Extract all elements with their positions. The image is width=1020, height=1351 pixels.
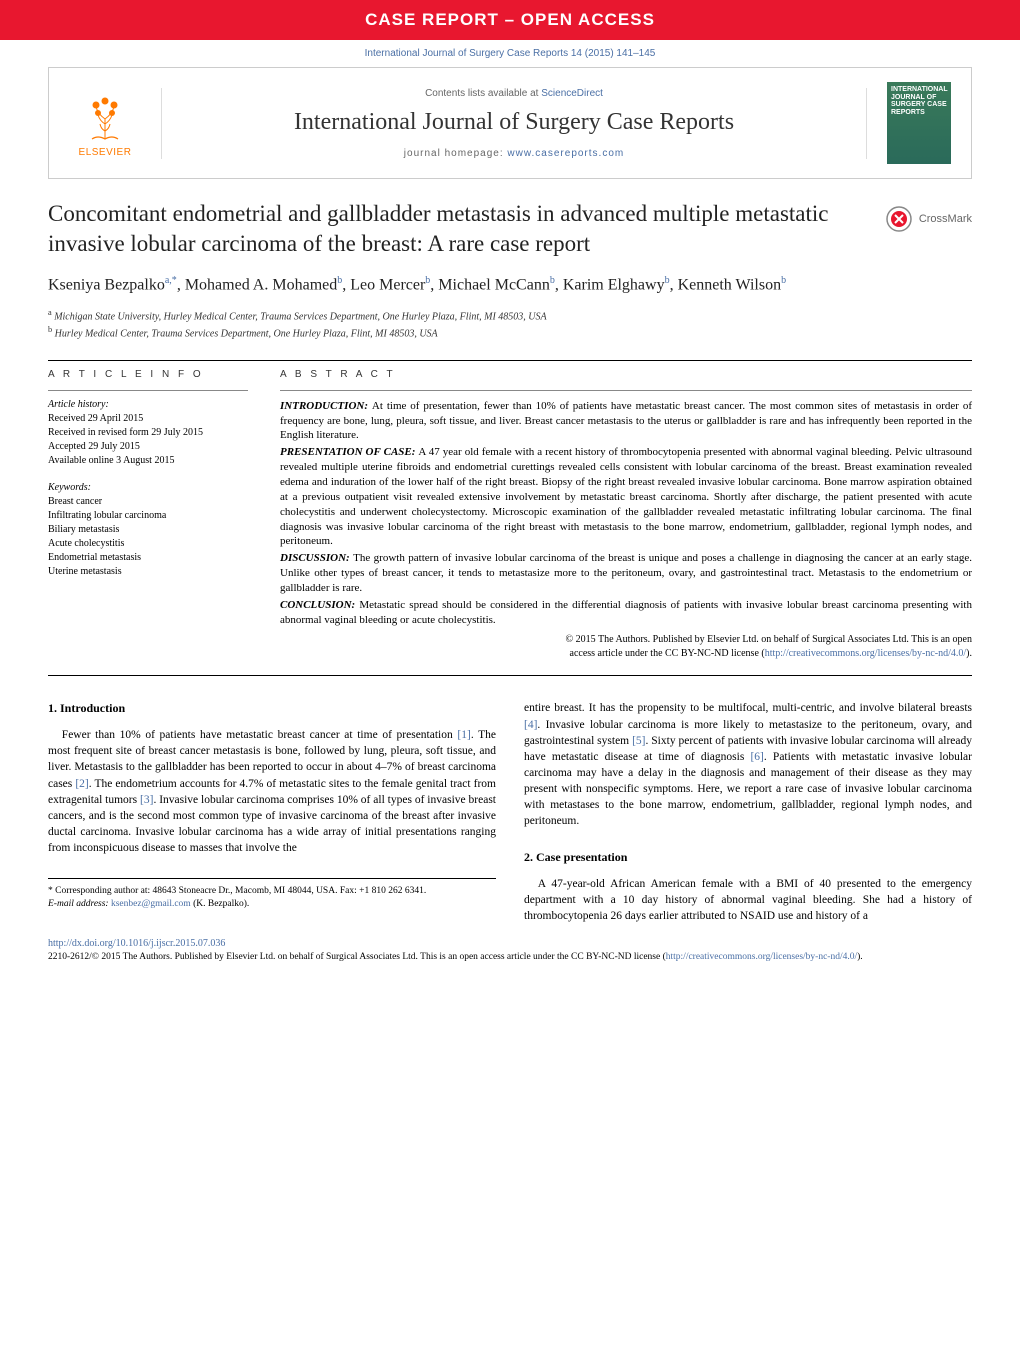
abstract-paragraph: PRESENTATION OF CASE: A 47 year old fema… <box>280 445 972 549</box>
journal-title: International Journal of Surgery Case Re… <box>178 109 850 136</box>
citation-reference: International Journal of Surgery Case Re… <box>0 40 1020 67</box>
footnotes: * Corresponding author at: 48643 Stoneac… <box>48 878 496 912</box>
copyright-line2-prefix: access article under the CC BY-NC-ND lic… <box>570 648 765 659</box>
footer-copyright: 2210-2612/© 2015 The Authors. Published … <box>48 951 972 964</box>
homepage-link[interactable]: www.casereports.com <box>507 148 624 159</box>
copyright-line2-suffix: ). <box>966 648 972 659</box>
crossmark-icon <box>885 205 913 233</box>
section-2-heading: 2. Case presentation <box>524 849 972 866</box>
abstract-heading: A B S T R A C T <box>280 369 972 380</box>
abstract-paragraph: CONCLUSION: Metastatic spread should be … <box>280 598 972 628</box>
doi-link[interactable]: http://dx.doi.org/10.1016/j.ijscr.2015.0… <box>48 938 225 949</box>
affiliation-line: a Michigan State University, Hurley Medi… <box>48 307 972 324</box>
intro-continuation: entire breast. It has the propensity to … <box>524 700 972 829</box>
journal-masthead: ELSEVIER Contents lists available at Sci… <box>48 67 972 179</box>
info-divider <box>48 390 248 391</box>
email-line: E-mail address: ksenbez@gmail.com (K. Be… <box>48 898 496 911</box>
journal-cover-thumbnail: INTERNATIONAL JOURNAL OF SURGERY CASE RE… <box>887 82 951 164</box>
citation-ref[interactable]: [3] <box>140 794 153 806</box>
keyword-item: Uterine metastasis <box>48 565 248 579</box>
keyword-item: Breast cancer <box>48 495 248 509</box>
crossmark-badge[interactable]: CrossMark <box>885 205 972 233</box>
hr-divider <box>48 360 972 361</box>
article-title: Concomitant endometrial and gallbladder … <box>48 199 869 259</box>
elsevier-tree-icon <box>78 89 132 143</box>
abstract-divider <box>280 390 972 391</box>
contents-prefix: Contents lists available at <box>425 88 541 99</box>
citation-ref[interactable]: [2] <box>75 778 88 790</box>
crossmark-label: CrossMark <box>919 213 972 225</box>
footer-copyright-suffix: ). <box>857 952 863 962</box>
copyright-line1: © 2015 The Authors. Published by Elsevie… <box>566 634 972 645</box>
article-info-heading: A R T I C L E I N F O <box>48 369 248 380</box>
corresponding-author-note: * Corresponding author at: 48643 Stoneac… <box>48 885 496 898</box>
elsevier-wordmark: ELSEVIER <box>79 147 132 158</box>
author-list: Kseniya Bezpalkoa,*, Mohamed A. Mohamedb… <box>48 273 972 297</box>
homepage-prefix: journal homepage: <box>404 148 508 159</box>
open-access-banner: CASE REPORT – OPEN ACCESS <box>0 0 1020 40</box>
abstract-paragraph: DISCUSSION: The growth pattern of invasi… <box>280 551 972 596</box>
email-label: E-mail address: <box>48 899 111 909</box>
article-info-sidebar: A R T I C L E I N F O Article history: R… <box>48 369 248 662</box>
intro-paragraph: Fewer than 10% of patients have metastat… <box>48 727 496 856</box>
keyword-item: Acute cholecystitis <box>48 537 248 551</box>
citation-ref[interactable]: [6] <box>750 751 763 763</box>
history-item: Accepted 29 July 2015 <box>48 440 248 454</box>
history-item: Available online 3 August 2015 <box>48 454 248 468</box>
page-footer: http://dx.doi.org/10.1016/j.ijscr.2015.0… <box>0 938 1020 984</box>
citation-ref[interactable]: [5] <box>632 735 645 747</box>
abstract-paragraph: INTRODUCTION: At time of presentation, f… <box>280 399 972 444</box>
keyword-item: Biliary metastasis <box>48 523 248 537</box>
citation-ref[interactable]: [4] <box>524 719 537 731</box>
elsevier-logo: ELSEVIER <box>69 82 141 164</box>
hr-divider-2 <box>48 675 972 676</box>
section-1-heading: 1. Introduction <box>48 700 496 717</box>
affiliations: a Michigan State University, Hurley Medi… <box>48 307 972 342</box>
affiliation-line: b Hurley Medical Center, Trauma Services… <box>48 324 972 341</box>
doi-line: http://dx.doi.org/10.1016/j.ijscr.2015.0… <box>48 938 972 949</box>
history-item: Received 29 April 2015 <box>48 412 248 426</box>
keywords-label: Keywords: <box>48 482 248 493</box>
abstract-section: A B S T R A C T INTRODUCTION: At time of… <box>280 369 972 662</box>
journal-homepage-line: journal homepage: www.casereports.com <box>178 148 850 159</box>
body-column-right: entire breast. It has the propensity to … <box>524 700 972 924</box>
sciencedirect-link[interactable]: ScienceDirect <box>541 88 603 99</box>
body-column-left: 1. Introduction Fewer than 10% of patien… <box>48 700 496 924</box>
journal-header-center: Contents lists available at ScienceDirec… <box>161 88 867 159</box>
author-email-link[interactable]: ksenbez@gmail.com <box>111 899 191 909</box>
footer-cc-link[interactable]: http://creativecommons.org/licenses/by-n… <box>666 952 857 962</box>
footer-copyright-prefix: 2210-2612/© 2015 The Authors. Published … <box>48 952 666 962</box>
keyword-item: Infiltrating lobular carcinoma <box>48 509 248 523</box>
email-suffix: (K. Bezpalko). <box>191 899 250 909</box>
history-item: Received in revised form 29 July 2015 <box>48 426 248 440</box>
case-presentation-paragraph: A 47-year-old African American female wi… <box>524 876 972 924</box>
article-history-label: Article history: <box>48 399 248 410</box>
keyword-item: Endometrial metastasis <box>48 551 248 565</box>
journal-cover-text: INTERNATIONAL JOURNAL OF SURGERY CASE RE… <box>891 86 947 117</box>
citation-ref[interactable]: [1] <box>457 729 470 741</box>
contents-available-line: Contents lists available at ScienceDirec… <box>178 88 850 99</box>
abstract-copyright: © 2015 The Authors. Published by Elsevie… <box>280 633 972 661</box>
cc-license-link[interactable]: http://creativecommons.org/licenses/by-n… <box>765 648 966 659</box>
